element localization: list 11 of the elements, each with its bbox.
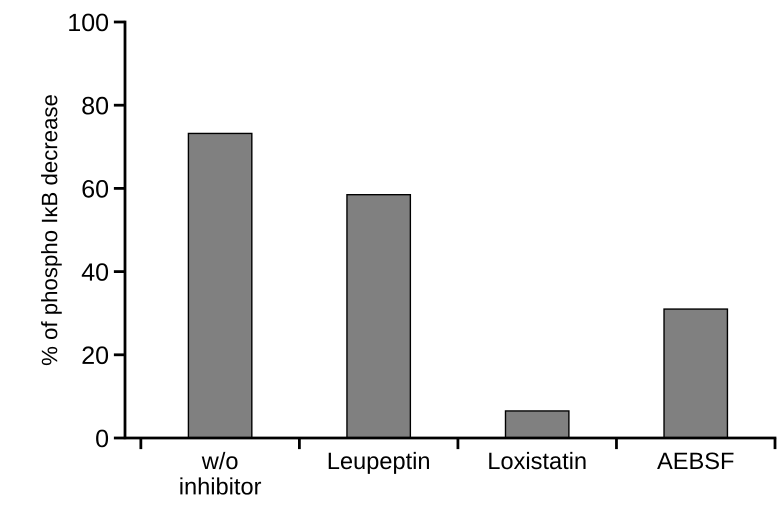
y-tick-label: 100 (69, 14, 108, 32)
y-tick-label: 80 (82, 96, 108, 115)
x-tick-label: w/o inhibitor (180, 452, 262, 495)
y-tick-label: 20 (82, 346, 108, 364)
x-tick-label: Leupeptin (328, 452, 429, 474)
x-tick-label: Loxistatin (489, 452, 586, 470)
x-tick-label: AEBSF (657, 452, 734, 470)
y-tick-label: 0 (96, 430, 108, 448)
y-tick-label: 60 (82, 180, 108, 198)
y-tick-label: 40 (82, 263, 108, 281)
y-axis-title: % of phospho IκB decrease (41, 95, 62, 366)
